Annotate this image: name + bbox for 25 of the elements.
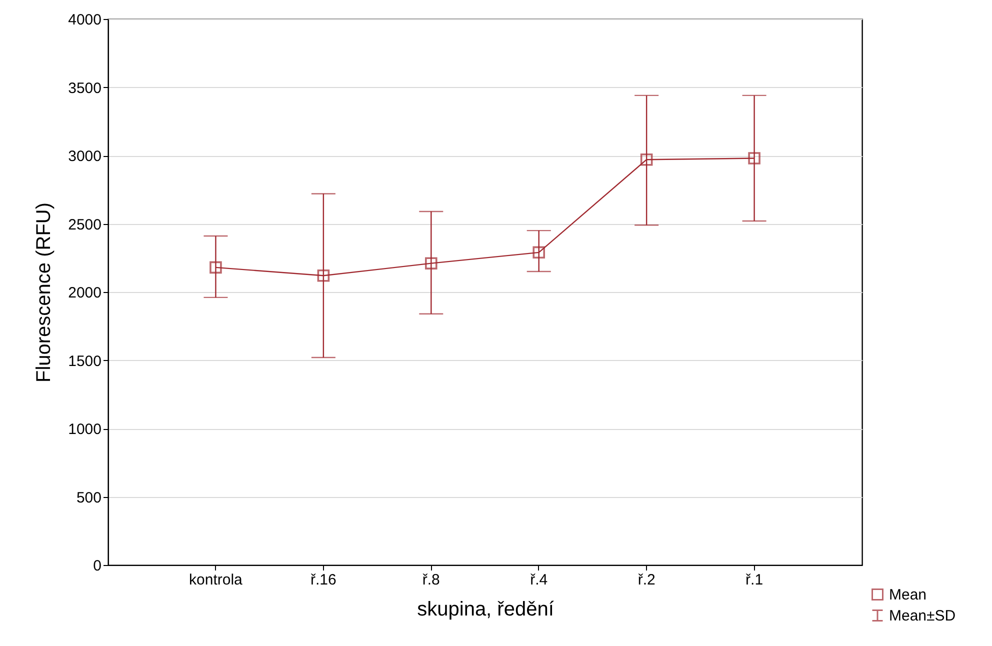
y-tick-label: 0 <box>93 558 102 574</box>
x-tick-label: ř.16 <box>310 572 336 588</box>
y-tick-label: 1500 <box>68 352 102 370</box>
y-tick-label: 3000 <box>68 148 102 165</box>
y-tick-label: 4000 <box>68 12 102 28</box>
text: Mean±SD <box>889 608 956 624</box>
point <box>425 257 438 270</box>
y-tick-label: 3500 <box>68 80 102 97</box>
legend-label: Mean <box>889 586 927 604</box>
y-axis-title: Fluorescence (RFU) <box>33 202 56 383</box>
x-axis-title: skupina, ředění <box>417 598 554 620</box>
point <box>317 269 330 282</box>
point <box>532 246 545 259</box>
point <box>210 261 222 274</box>
y-tick-label: 500 <box>76 489 102 506</box>
x-tick-label: ř.2 <box>638 572 656 588</box>
y-tick-label: 1000 <box>68 421 102 438</box>
point <box>748 152 760 164</box>
x-tick-label: ř.8 <box>422 572 440 588</box>
y-tick-label: 2500 <box>68 216 102 234</box>
x-tick-label: ř.1 <box>746 572 764 588</box>
y-tick-label: 2000 <box>68 284 102 302</box>
x-tick-label: kontrola <box>189 572 244 588</box>
x-tick-label: ř.4 <box>530 572 548 588</box>
point <box>640 153 653 166</box>
